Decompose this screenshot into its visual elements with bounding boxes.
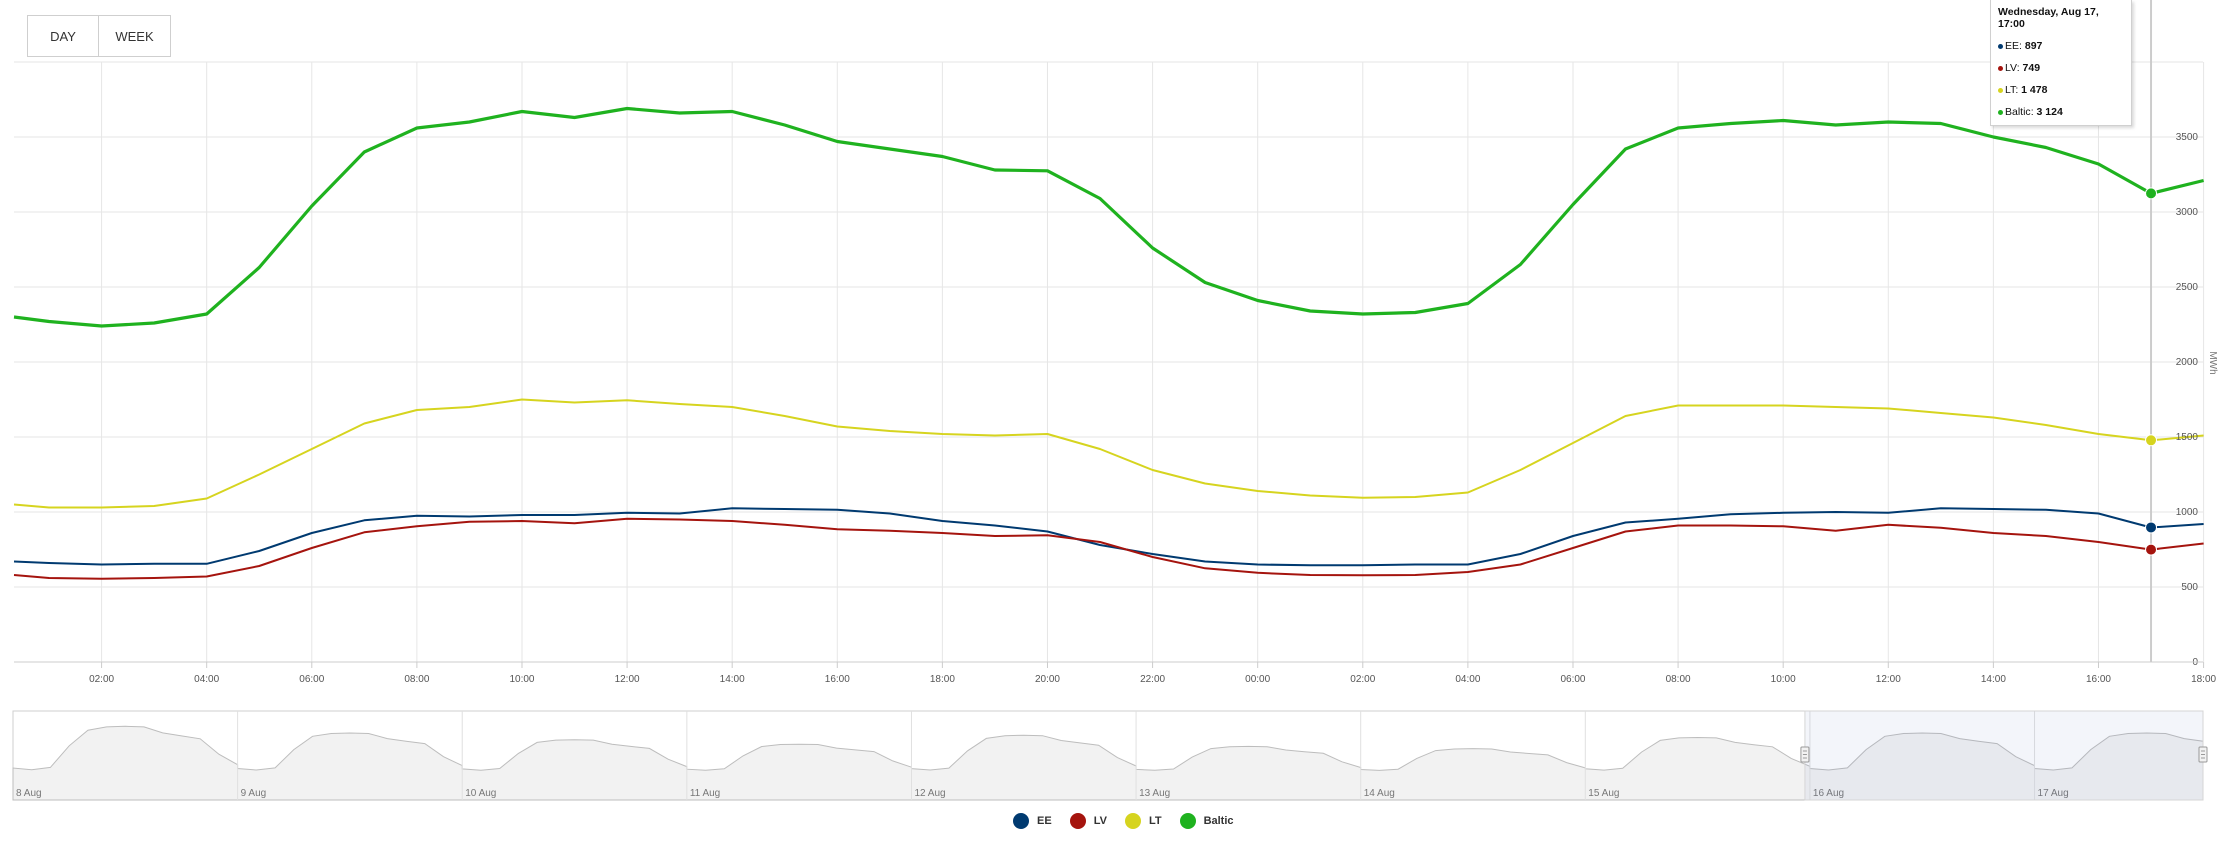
x-tick-label: 08:00 (1666, 674, 1691, 685)
navigator-right-handle[interactable] (2198, 746, 2208, 763)
baltic-dot-icon (1998, 109, 2003, 115)
highlight-marker-lv (2145, 543, 2158, 556)
crosshair (2145, 0, 2158, 662)
highlight-marker-ee (2145, 521, 2158, 534)
tooltip-series-name: EE (2005, 40, 2020, 52)
tooltip-row-ee: EE: 897 (1998, 40, 2124, 52)
tooltip-title: Wednesday, Aug 17, 17:00 (1998, 6, 2099, 30)
navigator-day-label: 16 Aug (1813, 788, 1844, 799)
y-tick-label: 3500 (2176, 132, 2199, 143)
chart-gridlines (14, 61, 2205, 662)
navigator-left-handle[interactable] (1800, 746, 1810, 763)
x-tick-label: 16:00 (2086, 674, 2111, 685)
legend-label: Baltic (1203, 815, 1234, 827)
chart-legend: EE LV LT Baltic (1013, 813, 1234, 829)
series-line-lv (13, 517, 2204, 580)
tooltip-series-name: LT (2005, 84, 2016, 96)
tooltip-value: 749 (2022, 62, 2041, 74)
baltic-circle-icon (1179, 813, 1196, 829)
y-tick-label: 2000 (2176, 357, 2199, 368)
legend-item-ee[interactable]: EE (1013, 813, 1052, 829)
legend-item-lt[interactable]: LT (1124, 813, 1162, 829)
x-tick-label: 10:00 (509, 674, 534, 685)
legend-item-lv[interactable]: LV (1069, 813, 1107, 829)
x-tick-label: 08:00 (404, 674, 429, 685)
ee-dot-icon (1998, 43, 2003, 49)
navigator-day-label: 17 Aug (2038, 788, 2069, 799)
range-buttons: DAY WEEK (27, 15, 171, 57)
navigator-day-label: 14 Aug (1364, 788, 1395, 799)
x-tick-label: 14:00 (720, 674, 745, 685)
legend-label: EE (1037, 815, 1052, 827)
x-tick-label: 06:00 (1560, 674, 1585, 685)
y-tick-label: 500 (2181, 582, 2198, 593)
navigator-day-label: 9 Aug (241, 788, 267, 799)
x-tick-label: 10:00 (1771, 674, 1796, 685)
tooltip-series-name: Baltic (2005, 106, 2031, 118)
navigator-day-label: 12 Aug (914, 788, 945, 799)
x-tick-label: 12:00 (1876, 674, 1901, 685)
navigator-area (12, 725, 2204, 801)
navigator-day-label: 15 Aug (1588, 788, 1619, 799)
tooltip-row-lt: LT: 1 478 (1998, 84, 2124, 96)
navigator-selection (1804, 710, 2204, 801)
navigator-day-label: 10 Aug (465, 788, 496, 799)
y-tick-label: 1000 (2176, 507, 2199, 518)
tooltip-row-lv: LV: 749 (1998, 62, 2124, 74)
x-tick-label: 20:00 (1035, 674, 1060, 685)
x-tick-label: 14:00 (1981, 674, 2006, 685)
x-tick-label: 06:00 (299, 674, 324, 685)
tooltip-row-baltic: Baltic: 3 124 (1998, 106, 2124, 118)
x-tick-label: 16:00 (825, 674, 850, 685)
x-tick-label: 04:00 (1455, 674, 1480, 685)
highlight-marker-lt (2145, 434, 2158, 447)
chart-tooltip: Wednesday, Aug 17, 17:00 EE: 897 LV: 749… (1990, 0, 2132, 126)
series-line-lt (13, 398, 2204, 509)
tooltip-value: 1 478 (2021, 84, 2048, 96)
y-tick-label: 3000 (2176, 207, 2199, 218)
y-tick-label: 1500 (2176, 432, 2199, 443)
series-line-ee (13, 507, 2204, 567)
x-tick-label: 12:00 (615, 674, 640, 685)
series-line-baltic (13, 106, 2204, 328)
tooltip-value: 3 124 (2036, 106, 2063, 118)
x-tick-label: 22:00 (1140, 674, 1165, 685)
tooltip-value: 897 (2024, 40, 2043, 52)
legend-item-baltic[interactable]: Baltic (1179, 813, 1234, 829)
lt-circle-icon (1124, 813, 1141, 829)
navigator-day-label: 8 Aug (16, 788, 42, 799)
x-tick-label: 02:00 (89, 674, 114, 685)
x-tick-label: 02:00 (1350, 674, 1375, 685)
highlight-marker-baltic (2145, 187, 2158, 200)
lt-dot-icon (1998, 87, 2003, 93)
legend-label: LT (1148, 815, 1162, 827)
chart-axes: 050010001500200025003000350002:0004:0006… (14, 132, 2218, 685)
day-button[interactable]: DAY (27, 15, 99, 57)
range-navigator[interactable]: 8 Aug 9 Aug 10 Aug 11 Aug 12 Aug 13 Aug 14 Aug… (12, 710, 2208, 801)
lv-circle-icon (1069, 813, 1086, 829)
y-tick-label: 2500 (2176, 282, 2199, 293)
x-tick-label: 00:00 (1245, 674, 1270, 685)
lv-dot-icon (1998, 65, 2003, 71)
x-tick-label: 18:00 (2191, 674, 2216, 685)
y-axis-label: MWh (2207, 351, 2218, 374)
x-tick-label: 18:00 (930, 674, 955, 685)
navigator-day-label: 11 Aug (690, 788, 720, 799)
navigator-day-label: 13 Aug (1139, 788, 1170, 799)
ee-circle-icon (1013, 813, 1029, 829)
tooltip-series-name: LV (2005, 62, 2017, 74)
chart-series (13, 106, 2204, 580)
week-button[interactable]: WEEK (99, 15, 171, 57)
legend-label: LV (1093, 815, 1107, 827)
x-tick-label: 04:00 (194, 674, 219, 685)
